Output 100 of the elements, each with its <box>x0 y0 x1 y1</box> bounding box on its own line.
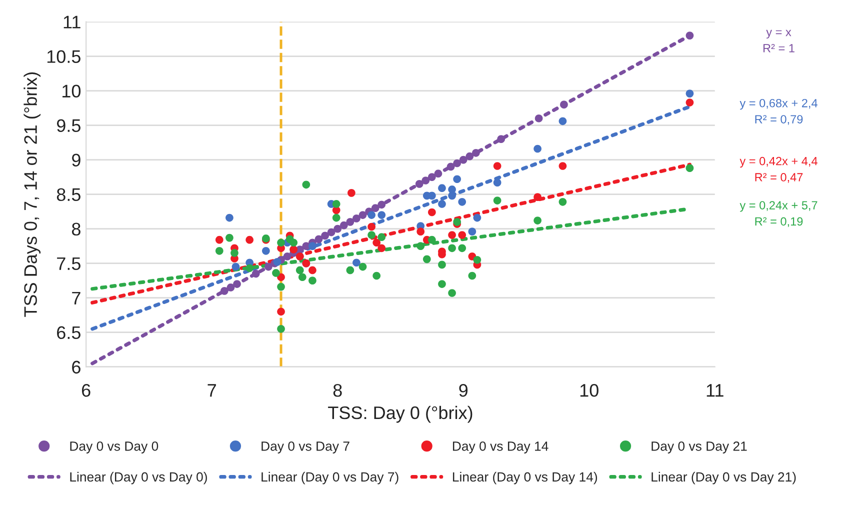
y-tick-label: 10.5 <box>47 50 80 63</box>
y-tick-label: 8 <box>72 222 80 236</box>
point <box>308 242 316 250</box>
y-tick-label: 7 <box>72 292 80 304</box>
point <box>233 280 241 288</box>
point <box>334 224 342 233</box>
point <box>434 170 442 178</box>
point <box>215 246 224 255</box>
point <box>226 284 235 292</box>
point <box>468 272 476 280</box>
point <box>277 308 285 316</box>
point <box>368 231 376 239</box>
point <box>273 258 282 266</box>
point <box>686 164 694 172</box>
point <box>352 214 360 222</box>
point <box>368 211 376 219</box>
x-tick-label: 7 <box>208 384 216 397</box>
legend-label: Day 0 vs Day 21 <box>652 441 747 454</box>
point <box>453 175 461 184</box>
point <box>428 173 436 181</box>
point <box>327 228 336 236</box>
point <box>428 236 436 244</box>
y-axis-title: TSS Days 0, 7, 14 or 21 (°brix) <box>24 72 41 317</box>
point <box>340 221 348 230</box>
point <box>497 135 506 144</box>
point <box>308 266 316 274</box>
point <box>472 148 480 157</box>
point <box>534 144 542 153</box>
point <box>346 218 354 226</box>
point <box>686 32 694 40</box>
point <box>368 222 376 231</box>
point <box>371 204 380 212</box>
point <box>446 162 455 171</box>
point <box>332 214 340 222</box>
point <box>346 266 354 274</box>
point <box>230 249 238 257</box>
point <box>448 192 456 200</box>
point <box>308 276 316 285</box>
point <box>378 211 386 219</box>
point <box>296 266 304 274</box>
text: y = 0,42x + 4,4 R² = 0,47 <box>740 156 818 183</box>
point <box>558 117 567 126</box>
point <box>448 244 456 252</box>
point <box>493 196 502 204</box>
point <box>264 262 272 271</box>
point <box>448 231 456 239</box>
point <box>277 273 285 282</box>
point <box>534 114 543 122</box>
x-tick-label: 8 <box>333 384 342 397</box>
point <box>352 258 360 267</box>
y-tick-label: 10 <box>62 84 81 98</box>
point <box>298 273 306 282</box>
point <box>415 180 424 188</box>
point <box>302 180 310 189</box>
y-tick-label: 9.5 <box>56 119 80 132</box>
point <box>453 159 461 168</box>
point <box>277 282 285 291</box>
point <box>468 228 476 236</box>
point <box>438 280 446 288</box>
point <box>226 214 234 222</box>
legend-label: Linear (Day 0 vs Day 0) <box>70 472 207 484</box>
point <box>493 162 502 170</box>
point <box>372 272 381 280</box>
legend-label: Linear (Day 0 vs Day 21) <box>652 472 796 484</box>
y-tick-label: 11 <box>64 16 80 28</box>
point <box>272 269 280 277</box>
point <box>226 234 234 242</box>
legend-label: Day 0 vs Day 0 <box>70 441 158 454</box>
y-tick-label: 8.5 <box>56 188 80 202</box>
point <box>246 236 254 244</box>
point <box>252 270 260 278</box>
point <box>314 235 323 244</box>
point <box>416 228 425 236</box>
point <box>277 324 285 333</box>
point <box>560 100 568 109</box>
y-tick-label: 6 <box>72 360 80 374</box>
legend-label: Linear (Day 0 vs Day 7) <box>262 472 398 484</box>
point <box>453 218 461 226</box>
point <box>220 287 228 295</box>
point <box>458 198 466 206</box>
point <box>215 236 224 244</box>
point <box>277 238 285 247</box>
point <box>438 184 446 192</box>
point <box>558 162 567 170</box>
point <box>348 188 356 197</box>
point <box>422 255 431 264</box>
point <box>466 152 474 160</box>
point <box>358 262 367 271</box>
point <box>358 211 367 219</box>
point <box>686 98 694 106</box>
point <box>686 90 694 98</box>
text: y = 0,24x + 5,7 R² = 0,19 <box>740 201 818 227</box>
y-tick-label: 6.5 <box>57 326 80 340</box>
x-tick-label: 6 <box>82 384 90 397</box>
point <box>422 176 430 184</box>
point <box>321 232 329 240</box>
point <box>534 193 542 201</box>
point <box>232 262 240 271</box>
legend-label: Linear (Day 0 vs Day 14) <box>452 472 598 484</box>
point <box>458 231 466 239</box>
